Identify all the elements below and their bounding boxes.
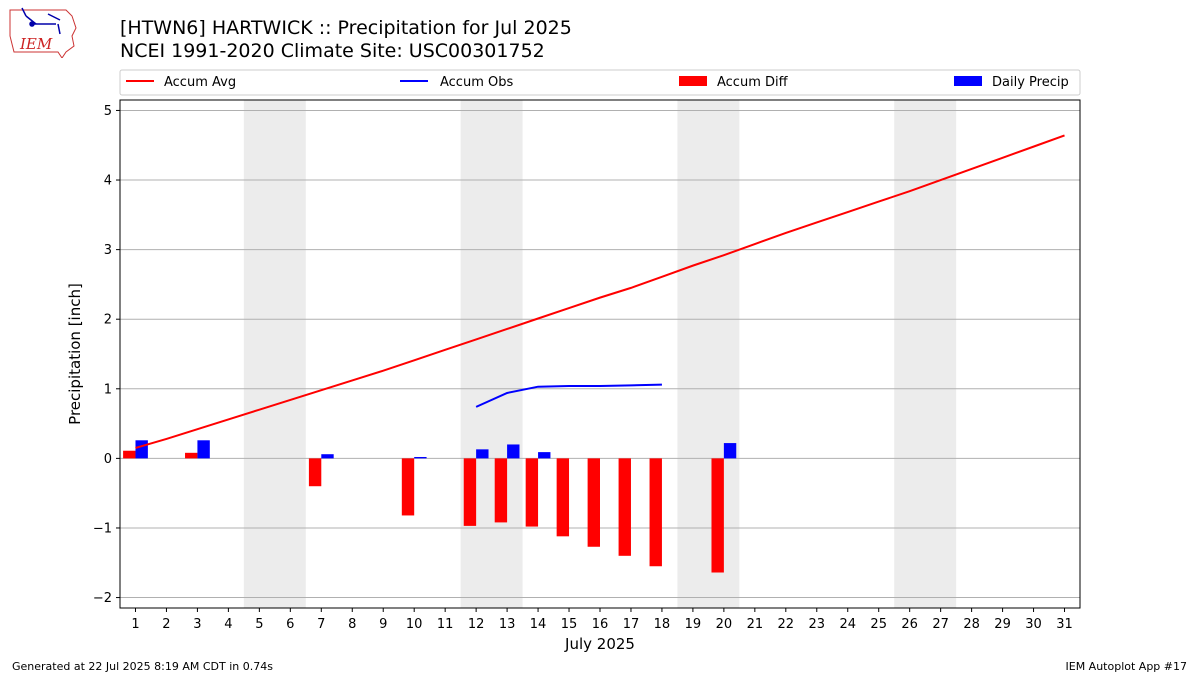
y-tick-label: 2 xyxy=(104,313,112,328)
accum-diff-bar xyxy=(649,458,662,567)
y-tick-label: 0 xyxy=(104,452,112,467)
accum-diff-bar xyxy=(711,458,724,573)
accum-diff-bar xyxy=(556,458,570,537)
legend: Accum Avg Accum Obs Accum Diff Daily Pre… xyxy=(119,69,1081,96)
x-tick-label: 9 xyxy=(379,617,387,632)
x-tick-label: 17 xyxy=(623,617,640,632)
y-tick-label: 4 xyxy=(104,174,112,189)
x-tick-label: 29 xyxy=(994,617,1011,632)
x-tick-label: 23 xyxy=(809,617,826,632)
daily-precip-bar xyxy=(135,440,148,459)
x-tick-label: 7 xyxy=(317,617,325,632)
x-tick-label: 27 xyxy=(932,617,949,632)
app-credit: IEM Autoplot App #17 xyxy=(1065,660,1188,673)
x-tick-label: 11 xyxy=(437,617,454,632)
x-tick-label: 30 xyxy=(1025,617,1042,632)
legend-swatch-daily-precip xyxy=(954,76,982,86)
bars-layer xyxy=(123,440,737,573)
x-tick-label: 18 xyxy=(654,617,671,632)
daily-precip-bar xyxy=(321,454,334,459)
x-tick-label: 6 xyxy=(286,617,294,632)
x-tick-label: 8 xyxy=(348,617,356,632)
accum-diff-bar xyxy=(587,458,600,547)
x-tick-label: 13 xyxy=(499,617,516,632)
weekend-band-2 xyxy=(460,100,523,608)
accum-obs-line xyxy=(475,383,662,408)
x-tick-label: 4 xyxy=(224,617,232,632)
x-tick-label: 20 xyxy=(716,617,733,632)
chart-subtitle: NCEI 1991-2020 Climate Site: USC00301752 xyxy=(120,40,545,62)
legend-label-accum-obs: Accum Obs xyxy=(440,75,513,90)
accum-diff-bar xyxy=(618,458,631,556)
x-tick-label: 21 xyxy=(747,617,764,632)
x-tick-label: 22 xyxy=(778,617,795,632)
x-tick-label: 15 xyxy=(561,617,578,632)
daily-precip-bar xyxy=(414,456,427,459)
x-tick-label: 5 xyxy=(255,617,263,632)
accum-diff-bar xyxy=(185,452,198,459)
weekend-band-4 xyxy=(894,100,957,608)
legend-label-daily-precip: Daily Precip xyxy=(992,75,1069,90)
chart-title: [HTWN6] HARTWICK :: Precipitation for Ju… xyxy=(120,17,572,39)
x-tick-label: 2 xyxy=(162,617,170,632)
accum-diff-bar xyxy=(525,458,539,527)
x-tick-label: 31 xyxy=(1056,617,1073,632)
daily-precip-bar xyxy=(476,449,489,459)
y-tick-label: 1 xyxy=(104,382,112,397)
y-tick-label: −2 xyxy=(93,591,112,606)
x-tick-label: 12 xyxy=(468,617,485,632)
legend-box xyxy=(119,69,1081,96)
weekend-shading-layer xyxy=(243,100,957,608)
weekend-band-3 xyxy=(677,100,740,608)
accum-avg-line xyxy=(135,134,1065,449)
x-tick-label: 26 xyxy=(901,617,918,632)
accum-diff-bar xyxy=(308,458,322,487)
x-tick-label: 28 xyxy=(963,617,980,632)
lines-layer xyxy=(135,134,1065,449)
logo-text: IEM xyxy=(19,35,53,53)
accum-diff-bar xyxy=(123,450,136,459)
y-tick-label: 3 xyxy=(104,243,112,258)
y-tick-label: −1 xyxy=(93,521,112,536)
x-tick-label: 1 xyxy=(131,617,139,632)
x-tick-label: 24 xyxy=(839,617,856,632)
daily-precip-bar xyxy=(538,452,551,459)
x-tick-label: 25 xyxy=(870,617,887,632)
x-axis-label: July 2025 xyxy=(564,635,635,653)
legend-swatch-accum-diff xyxy=(679,76,707,86)
daily-precip-bar xyxy=(507,444,520,459)
y-axis-label: Precipitation [inch] xyxy=(66,283,84,425)
iowa-outline xyxy=(9,9,77,58)
legend-label-accum-avg: Accum Avg xyxy=(164,75,236,90)
accum-diff-bar xyxy=(401,458,415,516)
legend-label-accum-diff: Accum Diff xyxy=(717,75,789,90)
weather-station-icon xyxy=(21,7,61,35)
iem-logo: IEM xyxy=(9,7,77,58)
x-tick-label: 19 xyxy=(685,617,702,632)
daily-precip-bar xyxy=(723,443,737,459)
x-tick-label: 14 xyxy=(530,617,547,632)
y-tick-label: 5 xyxy=(104,104,112,119)
daily-precip-bar xyxy=(197,440,210,459)
x-tick-label: 16 xyxy=(592,617,609,632)
accum-diff-bar xyxy=(463,458,477,526)
weekend-band-1 xyxy=(243,100,306,608)
x-tick-label: 3 xyxy=(193,617,201,632)
accum-diff-bar xyxy=(494,458,508,523)
x-tick-label: 10 xyxy=(406,617,423,632)
generated-timestamp: Generated at 22 Jul 2025 8:19 AM CDT in … xyxy=(12,660,273,673)
